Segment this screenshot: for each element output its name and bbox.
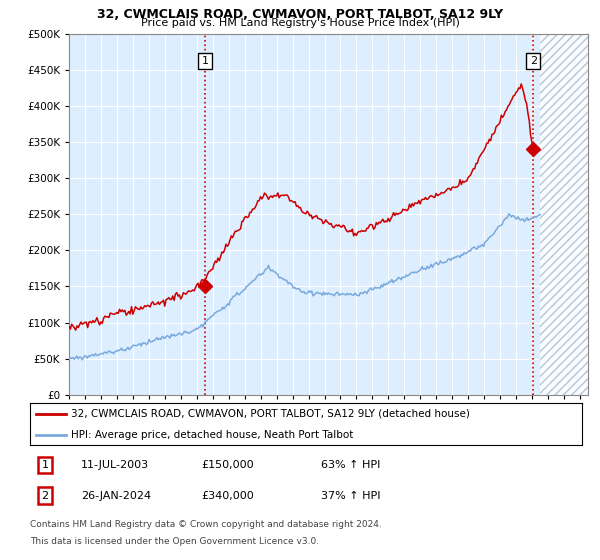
Text: This data is licensed under the Open Government Licence v3.0.: This data is licensed under the Open Gov… — [30, 537, 319, 546]
Text: 1: 1 — [202, 56, 209, 66]
Text: 2: 2 — [41, 491, 49, 501]
Text: 63% ↑ HPI: 63% ↑ HPI — [321, 460, 380, 470]
Text: 11-JUL-2003: 11-JUL-2003 — [81, 460, 149, 470]
Text: Price paid vs. HM Land Registry's House Price Index (HPI): Price paid vs. HM Land Registry's House … — [140, 18, 460, 29]
Text: 37% ↑ HPI: 37% ↑ HPI — [321, 491, 380, 501]
Text: £150,000: £150,000 — [201, 460, 254, 470]
Text: 2: 2 — [530, 56, 537, 66]
Text: 32, CWMCLAIS ROAD, CWMAVON, PORT TALBOT, SA12 9LY: 32, CWMCLAIS ROAD, CWMAVON, PORT TALBOT,… — [97, 8, 503, 21]
Text: Contains HM Land Registry data © Crown copyright and database right 2024.: Contains HM Land Registry data © Crown c… — [30, 520, 382, 529]
Text: HPI: Average price, detached house, Neath Port Talbot: HPI: Average price, detached house, Neat… — [71, 430, 354, 440]
Text: 32, CWMCLAIS ROAD, CWMAVON, PORT TALBOT, SA12 9LY (detached house): 32, CWMCLAIS ROAD, CWMAVON, PORT TALBOT,… — [71, 409, 470, 419]
Bar — [540, 34, 588, 395]
Text: 1: 1 — [41, 460, 49, 470]
Text: 26-JAN-2024: 26-JAN-2024 — [81, 491, 151, 501]
Text: £340,000: £340,000 — [201, 491, 254, 501]
